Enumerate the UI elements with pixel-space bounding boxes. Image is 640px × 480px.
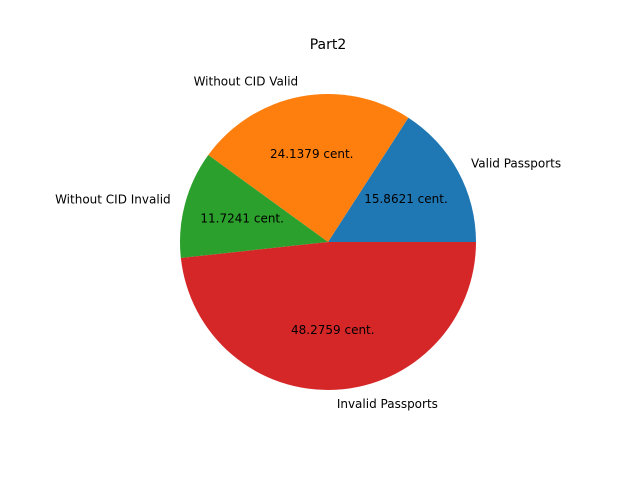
slice-label: Invalid Passports: [337, 397, 438, 411]
percentage-label: 11.7241 cent.: [200, 212, 284, 226]
pie-slice-valid-passports: [328, 117, 476, 242]
slice-label: Without CID Valid: [194, 74, 299, 88]
pie-slices: [179, 94, 477, 391]
percentage-label: 15.8621 cent.: [364, 192, 448, 206]
pie-slice-without-cid-invalid: [179, 155, 328, 259]
pie-slice-without-cid-valid: [208, 94, 409, 242]
percentage-label: 24.1379 cent.: [270, 147, 354, 161]
slice-labels: Valid Passports Without CID Valid Without …: [55, 74, 561, 411]
slice-label: Without CID Invalid: [55, 193, 171, 207]
slice-label: Valid Passports: [471, 157, 561, 171]
percentage-labels: 15.8621 cent. 24.1379 cent. 11.7241 cent. 4…: [200, 147, 447, 337]
chart-title: Part2: [310, 37, 347, 53]
pie-slice-invalid-passports: [180, 242, 477, 391]
percentage-label: 48.2759 cent.: [291, 323, 375, 337]
